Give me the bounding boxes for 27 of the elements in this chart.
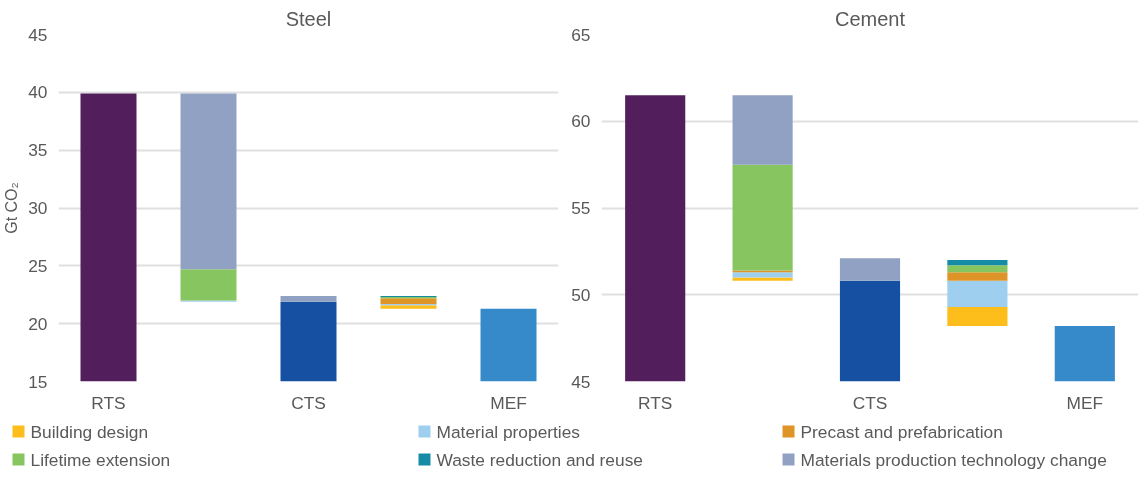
- legend-label: Precast and prefabrication: [800, 421, 1003, 442]
- x-tick-label: MEF: [1066, 392, 1104, 413]
- y-tick-label: 50: [571, 284, 591, 305]
- legend-label: Waste reduction and reuse: [436, 449, 643, 470]
- y-tick-label: 40: [28, 82, 48, 103]
- y-tick-label: 20: [28, 313, 48, 334]
- y-axis-title: Gt CO₂: [3, 182, 21, 234]
- x-tick-label: CTS: [852, 392, 888, 413]
- x-tick-label: MEF: [490, 392, 527, 413]
- y-tick-label: 30: [28, 198, 48, 218]
- y-tick-label: 15: [28, 371, 48, 392]
- y-tick-label: 55: [571, 198, 591, 218]
- y-tick-label: 45: [28, 24, 48, 45]
- chart-title: Steel: [285, 7, 332, 30]
- x-tick-label: RTS: [638, 392, 673, 413]
- legend-label: Material properties: [436, 421, 581, 442]
- y-tick-label: 65: [571, 24, 591, 45]
- y-tick-label: 35: [28, 140, 48, 161]
- chart-title: Cement: [834, 7, 906, 30]
- x-tick-label: CTS: [291, 392, 326, 413]
- x-tick-label: RTS: [91, 392, 126, 413]
- y-tick-label: 60: [571, 111, 591, 132]
- legend-label: Building design: [30, 421, 149, 442]
- y-tick-label: 45: [571, 371, 591, 392]
- legend-label: Materials production technology change: [800, 449, 1107, 470]
- y-tick-label: 25: [28, 255, 48, 276]
- legend-label: Lifetime extension: [30, 449, 171, 470]
